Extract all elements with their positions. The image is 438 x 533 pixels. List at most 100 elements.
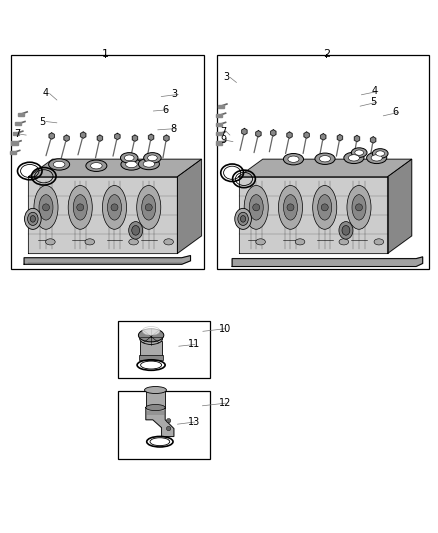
Text: 1: 1 [102,49,109,59]
Ellipse shape [138,329,164,342]
Text: 5: 5 [370,97,376,107]
Polygon shape [11,141,18,144]
Text: 10: 10 [219,324,231,334]
Polygon shape [371,137,376,143]
Ellipse shape [339,222,353,239]
Circle shape [42,204,49,211]
Ellipse shape [39,195,53,220]
Bar [139,356,163,360]
Ellipse shape [238,212,248,225]
Circle shape [356,204,363,211]
Polygon shape [148,134,154,140]
Polygon shape [388,159,412,253]
Text: 13: 13 [188,417,201,427]
Circle shape [166,418,171,423]
Circle shape [145,204,152,211]
Ellipse shape [288,156,299,163]
Text: 4: 4 [371,86,378,96]
Polygon shape [239,177,388,253]
Ellipse shape [352,195,366,220]
Polygon shape [232,257,423,266]
Ellipse shape [146,405,165,410]
Polygon shape [354,135,360,142]
Polygon shape [24,255,191,264]
Ellipse shape [256,239,265,245]
Bar [146,390,165,408]
Polygon shape [177,159,201,253]
Ellipse shape [138,158,159,169]
Ellipse shape [28,212,38,225]
Ellipse shape [240,215,246,222]
Ellipse shape [249,195,263,220]
Text: 11: 11 [188,340,201,350]
Ellipse shape [342,225,350,235]
Polygon shape [216,132,222,135]
Polygon shape [321,134,326,140]
Circle shape [253,204,260,211]
Bar [118,391,210,459]
Ellipse shape [129,222,143,239]
Polygon shape [18,112,24,116]
Ellipse shape [85,239,95,245]
Text: 6: 6 [162,104,168,115]
Ellipse shape [140,333,162,344]
Polygon shape [239,159,412,177]
Circle shape [77,204,84,211]
Ellipse shape [102,185,127,229]
Ellipse shape [120,152,138,163]
Ellipse shape [283,195,297,220]
Ellipse shape [244,185,268,229]
Ellipse shape [107,195,121,220]
Polygon shape [304,132,309,138]
Ellipse shape [295,239,305,245]
Polygon shape [337,134,343,141]
Ellipse shape [124,155,134,161]
Ellipse shape [30,215,35,222]
Ellipse shape [344,152,364,164]
Ellipse shape [143,161,155,167]
Text: 7: 7 [220,127,226,136]
Polygon shape [64,135,69,141]
Ellipse shape [315,153,335,165]
Circle shape [321,204,328,211]
Polygon shape [271,130,276,136]
Text: 7: 7 [14,129,20,139]
Ellipse shape [339,239,349,245]
Ellipse shape [164,239,173,245]
Polygon shape [10,151,16,154]
Polygon shape [256,131,261,137]
Bar [217,55,429,269]
Polygon shape [164,135,169,141]
Polygon shape [216,114,222,117]
Ellipse shape [371,155,382,161]
Polygon shape [216,141,222,144]
Ellipse shape [142,195,156,220]
Polygon shape [15,122,21,125]
Ellipse shape [351,148,367,157]
Ellipse shape [121,159,142,170]
Circle shape [166,426,171,431]
Circle shape [111,204,118,211]
Text: 6: 6 [392,107,398,117]
Polygon shape [28,159,201,177]
Polygon shape [146,408,174,437]
Text: 12: 12 [219,398,231,408]
Ellipse shape [142,327,160,335]
Ellipse shape [68,185,92,229]
Polygon shape [216,123,222,126]
Bar [140,341,162,357]
Text: 9: 9 [220,135,226,146]
Circle shape [287,204,294,211]
Ellipse shape [126,161,137,167]
Polygon shape [218,104,224,108]
Ellipse shape [53,161,65,167]
Ellipse shape [129,239,138,245]
Polygon shape [97,135,102,141]
Text: 2: 2 [323,49,330,59]
Ellipse shape [137,185,161,229]
Ellipse shape [132,225,140,235]
Ellipse shape [148,155,157,161]
Text: 5: 5 [39,117,46,126]
Ellipse shape [347,185,371,229]
Ellipse shape [34,185,58,229]
